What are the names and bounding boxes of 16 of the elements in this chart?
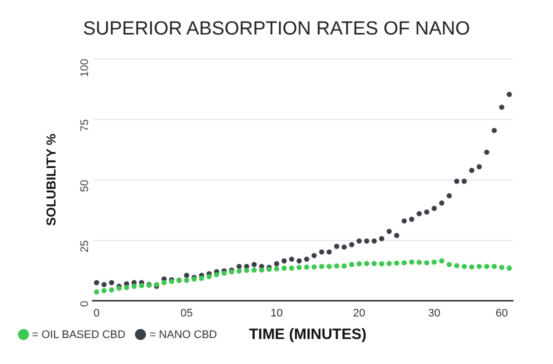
legend-label: = NANO CBD [149,328,217,340]
y-axis-title: SOLUBILITY % [43,133,58,226]
x-tick-label: 10 [270,307,283,320]
y-tick-label: 75 [78,119,91,132]
x-tick-label: 05 [180,307,193,320]
y-tick-label: 50 [78,180,91,192]
chart-title: SUPERIOR ABSORPTION RATES OF NANO [82,18,470,40]
y-tick-label: 0 [78,300,91,307]
x-tick-label: 20 [353,307,366,320]
y-tick-label: 100 [78,58,91,78]
x-tick-label: 60 [496,307,508,320]
y-tick-label: 25 [78,240,91,253]
x-tick-label: 0 [93,307,100,320]
x-tick-label: 30 [428,307,440,320]
x-axis-title: TIME (MINUTES) [248,326,366,343]
legend-label: = OIL BASED CBD [32,328,126,340]
